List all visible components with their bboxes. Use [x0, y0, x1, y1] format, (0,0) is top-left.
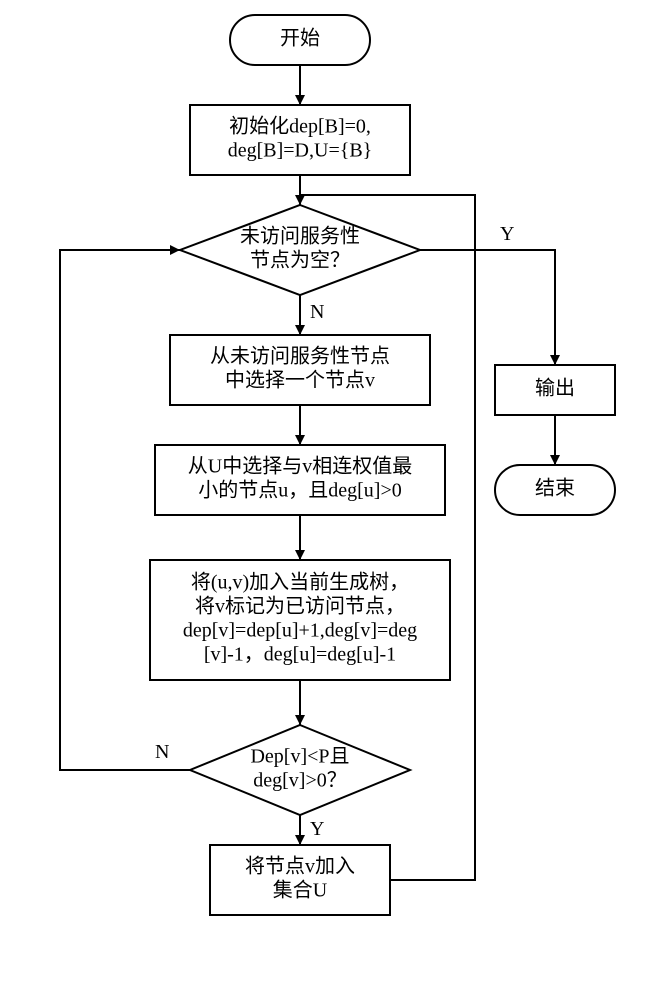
node-init: 初始化dep[B]=0,deg[B]=D,U={B}: [190, 105, 410, 175]
flowchart-canvas: 开始初始化dep[B]=0,deg[B]=D,U={B} 未访问服务性节点为空？ 从…: [0, 0, 655, 1000]
node-end: 结束: [495, 465, 615, 515]
node-text: 将节点v加入: [245, 855, 355, 878]
yn-label: Y: [500, 223, 514, 245]
node-addU: 将节点v加入集合U: [210, 845, 390, 915]
node-text: 输出: [535, 377, 575, 400]
node-select_v: 从未访问服务性节点中选择一个节点v: [170, 335, 430, 405]
node-text: Dep[v]<P且: [250, 746, 349, 768]
node-text: 节点为空？: [250, 249, 350, 272]
node-text: 小的节点u，且deg[u]>0: [198, 479, 401, 502]
node-text: 从U中选择与v相连权值最: [188, 455, 412, 478]
node-text: 未访问服务性: [240, 225, 360, 248]
node-text: 集合U: [273, 879, 328, 902]
node-text: 结束: [535, 477, 575, 500]
node-text: deg[v]>0？: [253, 770, 346, 792]
node-text: 开始: [280, 27, 320, 50]
node-text: 中选择一个节点v: [225, 369, 375, 392]
node-text: [v]-1，deg[u]=deg[u]-1: [204, 644, 396, 666]
node-start: 开始: [230, 15, 370, 65]
node-addtree: 将(u,v)加入当前生成树，将v标记为已访问节点，dep[v]=dep[u]+1…: [150, 560, 450, 680]
node-text: 从未访问服务性节点: [210, 345, 390, 368]
node-text: deg[B]=D,U={B}: [228, 140, 373, 162]
yn-label: N: [310, 301, 324, 323]
yn-label: Y: [310, 818, 324, 840]
node-text: dep[v]=dep[u]+1,deg[v]=deg: [183, 620, 417, 642]
node-text: 初始化dep[B]=0,: [229, 115, 371, 138]
node-text: 将(u,v)加入当前生成树，: [191, 571, 409, 594]
node-select_u: 从U中选择与v相连权值最小的节点u，且deg[u]>0: [155, 445, 445, 515]
node-text: 将v标记为已访问节点，: [195, 595, 405, 618]
node-output: 输出: [495, 365, 615, 415]
yn-label: N: [155, 741, 169, 763]
